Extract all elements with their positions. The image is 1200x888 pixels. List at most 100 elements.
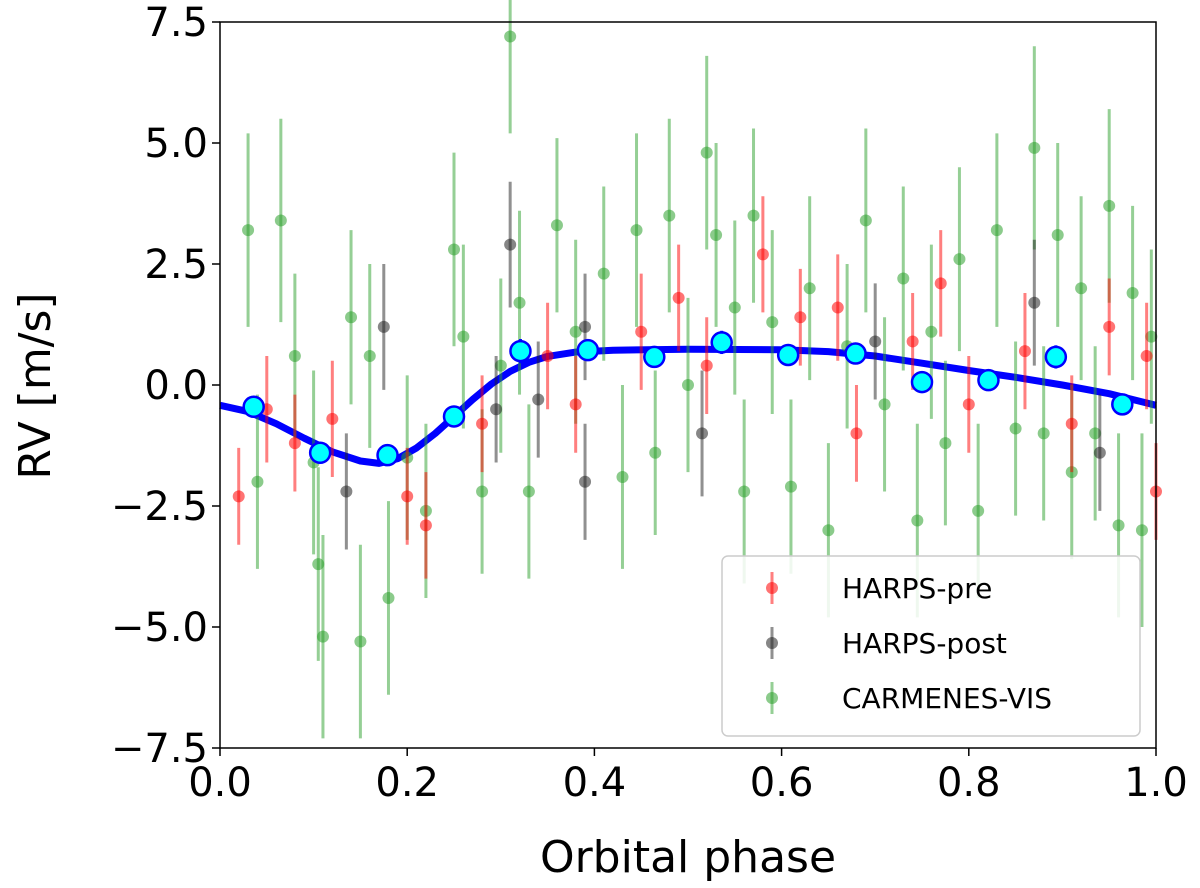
legend-item-carmenes-vis: CARMENES-VIS bbox=[766, 682, 1052, 715]
harps-pre-point bbox=[794, 268, 807, 366]
carmenes-vis-point bbox=[457, 244, 470, 429]
carmenes-vis-point bbox=[728, 220, 741, 395]
harps-post-point bbox=[579, 423, 592, 540]
carmenes-vis-point bbox=[1089, 346, 1102, 521]
carmenes-vis-point bbox=[738, 399, 751, 584]
harps-post-point bbox=[532, 341, 545, 458]
carmenes-vis-point bbox=[251, 394, 264, 569]
carmenes-vis-point bbox=[1028, 46, 1041, 250]
carmenes-vis-point bbox=[1009, 341, 1022, 516]
carmenes-vis-point bbox=[1126, 205, 1139, 381]
binned-points-group bbox=[242, 330, 1134, 467]
harps-post-point bbox=[869, 283, 882, 400]
y-tick-label: 5.0 bbox=[144, 121, 208, 167]
y-tick-label: −5.0 bbox=[111, 605, 208, 651]
binned-point bbox=[442, 405, 466, 428]
carmenes-vis-point bbox=[859, 128, 872, 313]
harps-pre-point bbox=[288, 394, 301, 492]
carmenes-vis-point bbox=[550, 138, 563, 313]
carmenes-vis-point bbox=[939, 360, 952, 526]
carmenes-vis-point bbox=[616, 385, 629, 569]
binned-point bbox=[509, 339, 532, 364]
legend-marker-dot bbox=[766, 637, 778, 649]
binned-point bbox=[710, 330, 733, 355]
y-axis-title: RV [m/s] bbox=[10, 292, 61, 479]
binned-point bbox=[242, 395, 265, 419]
carmenes-vis-point bbox=[1145, 249, 1158, 424]
carmenes-vis-point bbox=[354, 544, 367, 739]
data-points-group bbox=[232, 0, 1162, 739]
carmenes-vis-point bbox=[504, 0, 517, 134]
carmenes-vis-point bbox=[597, 186, 610, 361]
binned-point bbox=[376, 443, 399, 467]
y-tick-label: −7.5 bbox=[111, 726, 208, 772]
carmenes-vis-point bbox=[1051, 143, 1064, 327]
harps-pre-point bbox=[1065, 375, 1078, 473]
carmenes-vis-point bbox=[345, 230, 358, 405]
carmenes-vis-point bbox=[513, 210, 526, 395]
carmenes-vis-point bbox=[878, 317, 891, 492]
x-tick-label: 1.0 bbox=[1124, 760, 1188, 806]
harps-pre-point bbox=[401, 447, 414, 545]
carmenes-vis-point bbox=[1037, 346, 1050, 521]
carmenes-vis-point bbox=[274, 118, 287, 323]
harps-post-point bbox=[1093, 394, 1106, 511]
x-tick-label: 0.0 bbox=[188, 760, 252, 806]
harps-post-point bbox=[1028, 239, 1041, 366]
legend: HARPS-pre HARPS-post CARMENES-VIS bbox=[721, 555, 1141, 737]
harps-pre-point bbox=[962, 355, 975, 453]
x-axis-title: Orbital phase bbox=[540, 832, 836, 883]
harps-pre-point bbox=[756, 196, 769, 313]
harps-post-point bbox=[490, 355, 503, 463]
legend-label: HARPS-pre bbox=[842, 572, 992, 605]
carmenes-vis-point bbox=[1075, 196, 1088, 381]
legend-marker-dot bbox=[766, 692, 778, 704]
harps-pre-point bbox=[850, 385, 863, 482]
carmenes-vis-point bbox=[953, 167, 966, 352]
harps-pre-point bbox=[326, 360, 339, 477]
harps-pre-point bbox=[831, 254, 844, 361]
harps-post-point bbox=[696, 370, 709, 497]
binned-point bbox=[1111, 393, 1134, 416]
x-tick-label: 0.2 bbox=[375, 760, 439, 806]
carmenes-vis-point bbox=[747, 128, 760, 303]
carmenes-vis-point bbox=[363, 264, 376, 448]
binned-point bbox=[1044, 345, 1068, 369]
carmenes-vis-point bbox=[316, 535, 329, 739]
binned-point bbox=[776, 343, 800, 367]
carmenes-vis-point bbox=[1135, 433, 1148, 627]
harps-pre-point bbox=[934, 230, 947, 337]
carmenes-vis-point bbox=[382, 501, 395, 695]
carmenes-vis-point bbox=[710, 143, 723, 327]
y-axis-ticks: −7.5 −5.0 −2.5 0.0 2.5 5.0 7.5 bbox=[111, 0, 220, 772]
binned-point bbox=[576, 338, 600, 362]
harps-pre-point bbox=[700, 317, 713, 415]
harps-post-point bbox=[579, 273, 592, 381]
carmenes-vis-point bbox=[766, 230, 779, 415]
carmenes-vis-point bbox=[897, 186, 910, 371]
carmenes-vis-point bbox=[312, 467, 325, 661]
harps-pre-point bbox=[635, 273, 648, 390]
harps-pre-point bbox=[672, 244, 685, 352]
legend-item-harps-pre: HARPS-pre bbox=[766, 572, 992, 605]
legend-item-harps-post: HARPS-post bbox=[766, 627, 1007, 660]
harps-pre-point bbox=[1018, 293, 1031, 410]
harps-post-point bbox=[504, 181, 517, 308]
carmenes-vis-point bbox=[522, 404, 535, 579]
carmenes-vis-point bbox=[682, 297, 694, 473]
carmenes-vis-point bbox=[448, 152, 460, 347]
harps-pre-point bbox=[232, 447, 245, 545]
carmenes-vis-point bbox=[242, 133, 255, 327]
carmenes-vis-point bbox=[784, 399, 797, 574]
carmenes-vis-point bbox=[649, 370, 662, 536]
carmenes-vis-point bbox=[663, 118, 676, 313]
carmenes-vis-point bbox=[803, 196, 816, 381]
harps-pre-point bbox=[906, 293, 919, 390]
legend-label: CARMENES-VIS bbox=[842, 682, 1052, 715]
binned-point bbox=[910, 370, 934, 394]
x-tick-label: 0.4 bbox=[563, 760, 627, 806]
harps-pre-point bbox=[1140, 302, 1153, 410]
carmenes-vis-point bbox=[925, 244, 938, 419]
harps-pre-point bbox=[541, 302, 554, 410]
